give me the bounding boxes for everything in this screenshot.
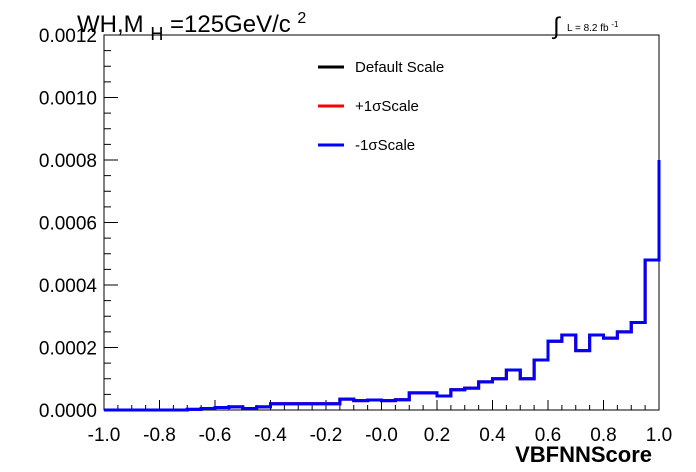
series-layer <box>104 160 661 412</box>
title-superscript: 2 <box>297 10 306 27</box>
x-tick-label: -0.0 <box>365 425 398 446</box>
legend-label: +1σScale <box>355 98 419 115</box>
lumi-prefix: L = 8.2 fb <box>567 23 609 34</box>
axis-ticks: -1.0 -0.8 -0.6 -0.4 -0.2 -0.0 0.2 0.4 0.6 0.8 1.0 0… <box>39 26 672 446</box>
x-tick-label: 0.2 <box>424 425 450 446</box>
legend-label: Default Scale <box>355 59 444 76</box>
legend: Default Scale +1σScale -1σScale <box>318 59 444 154</box>
y-tick-label: 0.0012 <box>39 26 97 47</box>
x-tick-label: -0.2 <box>310 425 343 446</box>
chart-title: WH,M H =125GeV/c 2 <box>77 10 306 46</box>
plot-frame <box>103 34 660 411</box>
title-rest: =125GeV/c <box>170 11 291 38</box>
x-tick-label: 0.8 <box>590 425 616 446</box>
lumi-label: L = 8.2 fb -1 <box>567 20 619 34</box>
series-line <box>104 160 661 412</box>
x-tick-label: -1.0 <box>88 425 121 446</box>
title-subscript: H <box>150 24 163 44</box>
x-tick-label: 0.4 <box>479 425 506 446</box>
lumi-superscript: -1 <box>611 20 619 29</box>
series-line <box>104 160 661 412</box>
x-tick-label: 1.0 <box>646 425 672 446</box>
x-tick-label: -0.6 <box>199 425 232 446</box>
y-tick-label: 0.0010 <box>39 89 97 110</box>
x-tick-label: -0.4 <box>254 425 287 446</box>
series-line <box>104 160 661 412</box>
x-axis-label: VBFNNScore <box>515 442 652 467</box>
x-tick-label: 0.6 <box>535 425 561 446</box>
y-tick-label: 0.0000 <box>39 401 97 422</box>
y-tick-label: 0.0004 <box>39 276 98 297</box>
x-tick-label: -0.8 <box>143 425 176 446</box>
y-tick-label: 0.0002 <box>39 339 97 360</box>
y-tick-label: 0.0008 <box>39 151 97 172</box>
y-tick-label: 0.0006 <box>39 214 97 235</box>
lumi-integral: ∫ <box>551 13 561 40</box>
legend-label: -1σScale <box>355 137 415 154</box>
title-main: WH,M <box>77 11 144 38</box>
